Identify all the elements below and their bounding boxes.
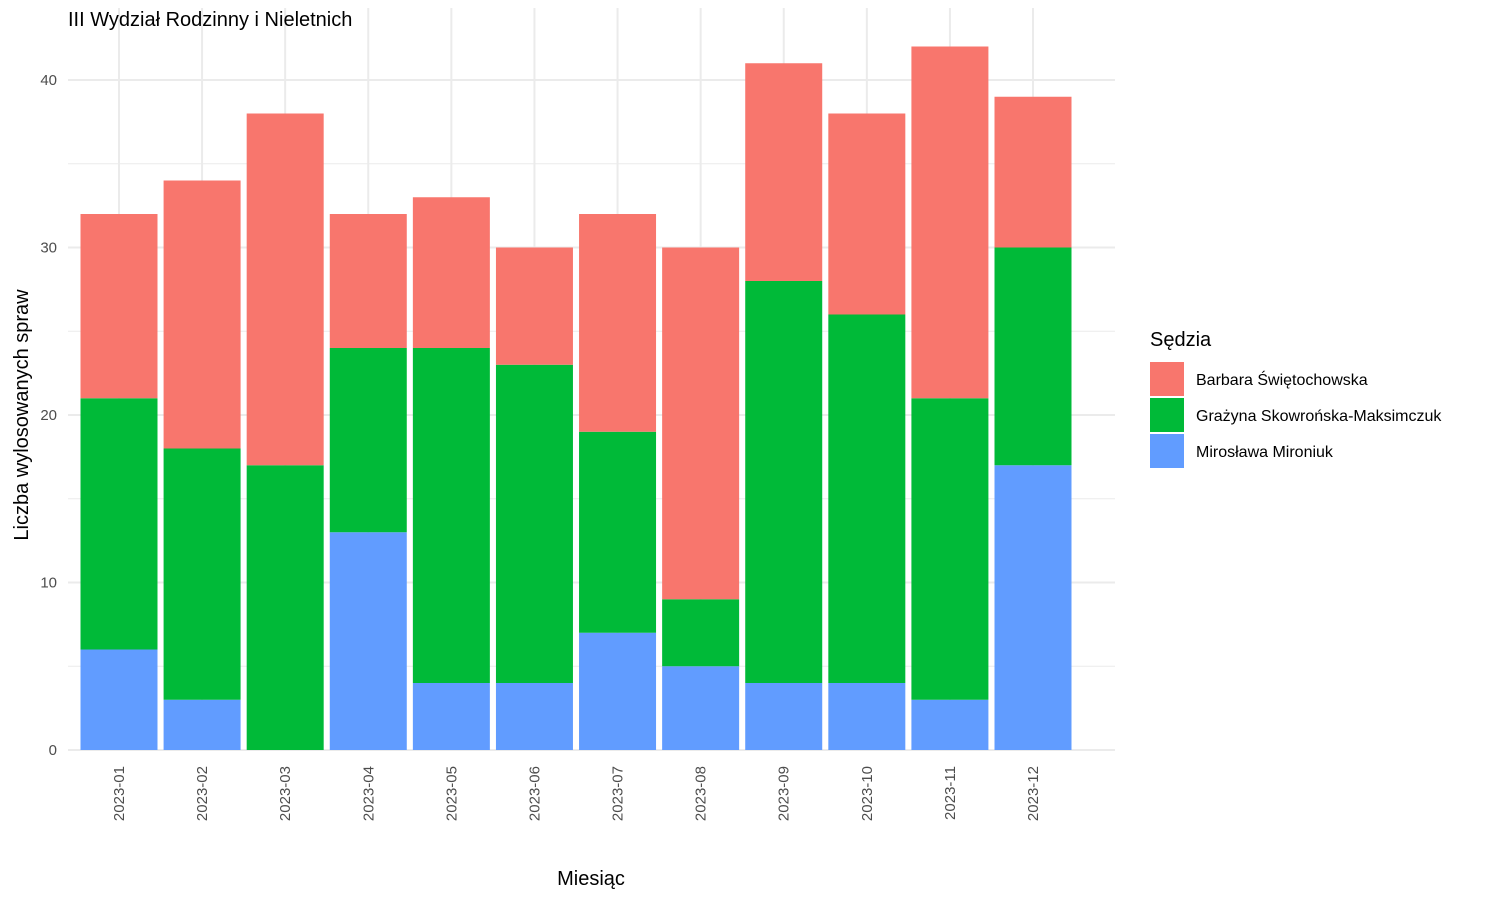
bar-segment bbox=[412, 197, 490, 348]
bar-segment bbox=[329, 214, 407, 348]
x-tick-label: 2023-07 bbox=[610, 766, 627, 821]
x-tick-label: 2023-06 bbox=[526, 766, 543, 821]
bar-segment bbox=[412, 683, 490, 750]
bar-segment bbox=[911, 46, 989, 399]
x-axis-ticks: 2023-01 2023-02 2023-03 2023-04 2023-05 2023-… bbox=[111, 766, 1042, 821]
bar-segment bbox=[246, 465, 324, 750]
legend-key bbox=[1150, 434, 1184, 468]
bars bbox=[80, 46, 1072, 750]
legend-label: Mirosława Mironiuk bbox=[1196, 444, 1334, 461]
chart-title: III Wydział Rodzinny i Nieletnich bbox=[68, 9, 352, 31]
bar-segment bbox=[579, 632, 657, 750]
x-tick-label: 2023-05 bbox=[443, 766, 460, 821]
y-tick-label: 20 bbox=[40, 407, 57, 424]
legend: Sędzia Barbara Świętochowska Grażyna Skow… bbox=[1150, 329, 1442, 468]
bar-segment bbox=[994, 247, 1072, 466]
bar-segment bbox=[828, 314, 906, 683]
legend-key bbox=[1150, 362, 1184, 396]
bar-segment bbox=[80, 214, 158, 399]
bar-segment bbox=[329, 532, 407, 750]
x-tick-label: 2023-02 bbox=[194, 766, 211, 821]
bar-segment bbox=[495, 683, 573, 750]
bar-segment bbox=[662, 599, 740, 667]
bar-segment bbox=[579, 431, 657, 633]
bar-segment bbox=[994, 96, 1072, 248]
bar-segment bbox=[246, 113, 324, 466]
bar-segment bbox=[745, 683, 823, 750]
x-tick-label: 2023-12 bbox=[1025, 766, 1042, 821]
bar-segment bbox=[495, 247, 573, 365]
bar-segment bbox=[662, 247, 740, 600]
y-axis-ticks: 0 10 20 30 40 bbox=[40, 72, 57, 759]
y-tick-label: 30 bbox=[40, 240, 57, 257]
x-tick-label: 2023-11 bbox=[942, 766, 959, 820]
bar-segment bbox=[911, 398, 989, 700]
bar-segment bbox=[745, 63, 823, 281]
bar-segment bbox=[80, 649, 158, 750]
bar-segment bbox=[828, 683, 906, 750]
bar-segment bbox=[579, 214, 657, 432]
bar-segment bbox=[163, 448, 241, 700]
legend-label: Barbara Świętochowska bbox=[1196, 370, 1368, 389]
legend-title: Sędzia bbox=[1150, 329, 1212, 351]
y-tick-label: 40 bbox=[40, 72, 57, 89]
y-tick-label: 10 bbox=[40, 575, 57, 592]
x-tick-label: 2023-10 bbox=[859, 766, 876, 821]
legend-label: Grażyna Skowrońska-Maksimczuk bbox=[1196, 408, 1442, 425]
bar-segment bbox=[329, 348, 407, 533]
y-axis-title: Liczba wylosowanych spraw bbox=[11, 289, 33, 541]
bar-segment bbox=[911, 699, 989, 750]
legend-key bbox=[1150, 398, 1184, 432]
bar-segment bbox=[994, 465, 1072, 750]
bar-segment bbox=[495, 364, 573, 683]
bar-segment bbox=[163, 699, 241, 750]
bar-segment bbox=[412, 348, 490, 683]
x-axis-title: Miesiąc bbox=[557, 868, 625, 890]
bar-segment bbox=[828, 113, 906, 315]
x-tick-label: 2023-01 bbox=[111, 766, 128, 821]
bar-segment bbox=[662, 666, 740, 750]
y-tick-label: 0 bbox=[49, 742, 57, 759]
bar-segment bbox=[80, 398, 158, 650]
x-tick-label: 2023-09 bbox=[776, 766, 793, 821]
x-tick-label: 2023-03 bbox=[277, 766, 294, 821]
bar-segment bbox=[163, 180, 241, 449]
x-tick-label: 2023-08 bbox=[693, 766, 710, 821]
bar-segment bbox=[745, 281, 823, 683]
x-tick-label: 2023-04 bbox=[360, 766, 377, 821]
